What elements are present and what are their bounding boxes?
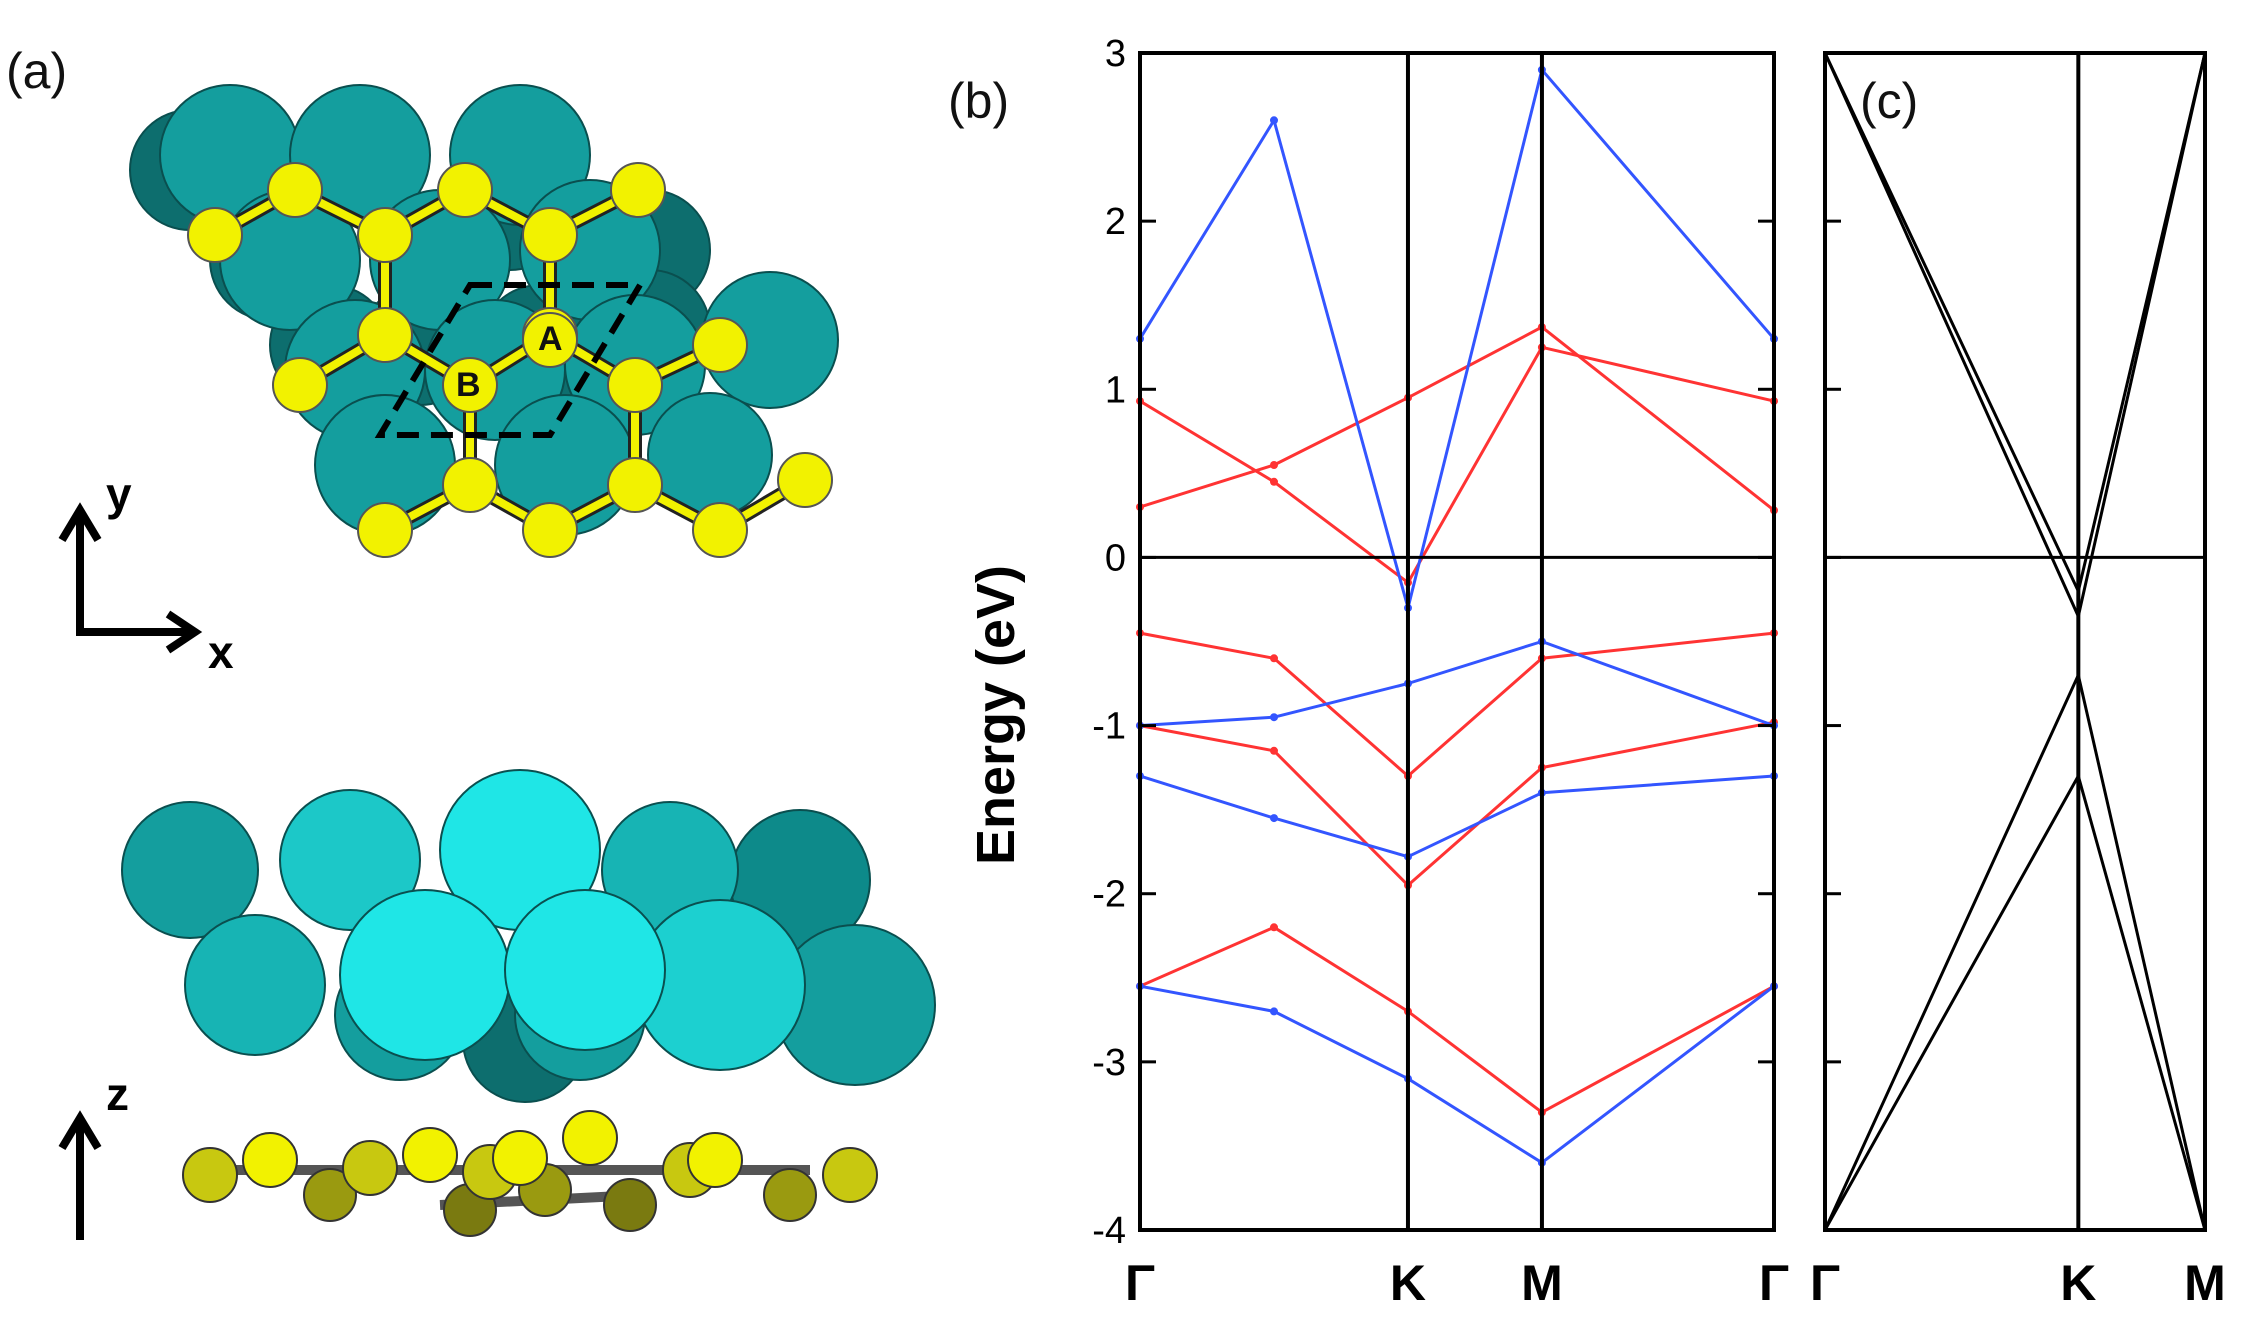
adsorbate-atom-b — [442, 357, 498, 413]
adsorbate-atom-a — [522, 312, 578, 368]
side-view-axis — [58, 1110, 102, 1240]
band-point — [1270, 461, 1278, 469]
y-tick-label: -1 — [1092, 706, 1126, 748]
adsorbate-atom — [777, 452, 833, 508]
adsorbate-atom — [272, 357, 328, 413]
band-line-blue — [1139, 640, 1775, 728]
y-tick-label: 3 — [1105, 33, 1126, 75]
adsorbate-atom — [692, 502, 748, 558]
band-line — [1823, 52, 2207, 596]
band-point — [1270, 814, 1278, 823]
band-line — [1823, 52, 2207, 622]
adsorbate-atom — [607, 357, 663, 413]
y-tick-label: -2 — [1092, 874, 1126, 916]
band-line-red — [1139, 325, 1775, 512]
z-arrowhead-icon — [58, 1110, 102, 1151]
kpoint-label: K — [2060, 1255, 2096, 1311]
band-line — [1823, 670, 2207, 1231]
substrate-atom — [279, 789, 421, 931]
kpoint-label: Γ — [1759, 1255, 1789, 1311]
adsorbate-atom — [522, 207, 578, 263]
band-line — [1823, 772, 2207, 1231]
z-axis-letter: z — [106, 1068, 129, 1120]
adsorbate-atom — [267, 162, 323, 218]
adsorbate-atom — [442, 457, 498, 513]
top-view-axes — [58, 502, 203, 654]
band-point — [1270, 654, 1278, 663]
panel-c-label: (c) — [1860, 73, 1918, 129]
band-line-blue — [1139, 984, 1775, 1165]
y-tick-label: 0 — [1105, 537, 1126, 579]
y-arrowhead-icon — [58, 502, 102, 543]
adsorbate-atom — [607, 457, 663, 513]
band-point — [1270, 923, 1278, 932]
y-tick-label: -4 — [1092, 1210, 1126, 1252]
band-line-red — [1139, 925, 1775, 1114]
x-axis-letter: x — [208, 626, 234, 678]
adsorbate-atom — [187, 207, 243, 263]
band-point — [1270, 1007, 1278, 1016]
site-label-b: B — [456, 366, 481, 404]
band-line-red — [1139, 345, 1775, 585]
band-point — [1270, 746, 1278, 755]
substrate-atom — [184, 914, 326, 1056]
adsorbate-atom — [182, 1147, 238, 1203]
substrate-top-view — [129, 84, 839, 536]
adsorbate-atom — [603, 1178, 657, 1232]
y-tick-label: 1 — [1105, 369, 1126, 411]
adsorbate-atom — [687, 1132, 743, 1188]
adsorbate-atom — [357, 307, 413, 363]
y-tick-label: 2 — [1105, 201, 1126, 243]
adsorbate-atom — [610, 162, 666, 218]
panel-b: (b) Energy (eV) Γ K M Γ 3 2 1 0 -1 -2 -3 -4 — [948, 33, 1789, 1311]
kpoint-label: Γ — [1125, 1255, 1155, 1311]
adsorbate-atom — [242, 1132, 298, 1188]
kpoint-label: K — [1390, 1255, 1426, 1311]
plot-frame — [1138, 51, 1776, 1232]
adsorbate-atom — [437, 162, 493, 218]
adsorbate-atom — [562, 1110, 618, 1166]
panel-c: (c) Γ K M — [1810, 51, 2226, 1311]
adsorbate-side-view — [182, 1110, 878, 1237]
adsorbate-atom — [357, 207, 413, 263]
kpoint-label: Γ — [1810, 1255, 1840, 1311]
adsorbate-atom — [342, 1140, 398, 1196]
adsorbate-atom — [763, 1168, 817, 1222]
panel-a-label: (a) — [6, 43, 67, 99]
band-line-blue — [1138, 68, 1776, 610]
site-label-a: A — [538, 320, 563, 358]
substrate-atom — [339, 889, 511, 1061]
band-line-red — [1139, 631, 1775, 778]
kpoint-label: M — [1521, 1255, 1563, 1311]
panel-b-plot: Γ K M Γ 3 2 1 0 -1 -2 -3 -4 — [1092, 33, 1789, 1311]
x-arrowhead-icon — [165, 610, 203, 654]
kpoint-label: M — [2184, 1255, 2226, 1311]
band-point — [1270, 477, 1278, 486]
substrate-atom — [504, 889, 666, 1051]
adsorbate-atom — [303, 1168, 357, 1222]
y-axis-letter: y — [106, 468, 132, 520]
band-point — [1270, 116, 1278, 125]
substrate-side-view — [121, 769, 936, 1103]
adsorbate-atom — [492, 1130, 548, 1186]
adsorbate-atom — [822, 1147, 878, 1203]
unit-cell-outline — [374, 282, 646, 438]
panel-a: (a) — [6, 43, 936, 1240]
adsorbate-atom — [692, 317, 748, 373]
adsorbate-atom — [357, 502, 413, 558]
band-point — [1270, 713, 1278, 722]
panel-b-label: (b) — [948, 73, 1009, 129]
band-line-red — [1139, 720, 1775, 887]
adsorbate-atoms — [187, 162, 833, 558]
plot-frame — [1823, 51, 2207, 1232]
adsorbate-atom — [402, 1127, 458, 1183]
y-tick-label: -3 — [1092, 1042, 1126, 1084]
band-line-blue — [1139, 774, 1775, 859]
adsorbate-atom — [522, 502, 578, 558]
panel-b-y-axis-label: Energy (eV) — [966, 565, 1026, 865]
substrate-atom — [121, 801, 259, 939]
